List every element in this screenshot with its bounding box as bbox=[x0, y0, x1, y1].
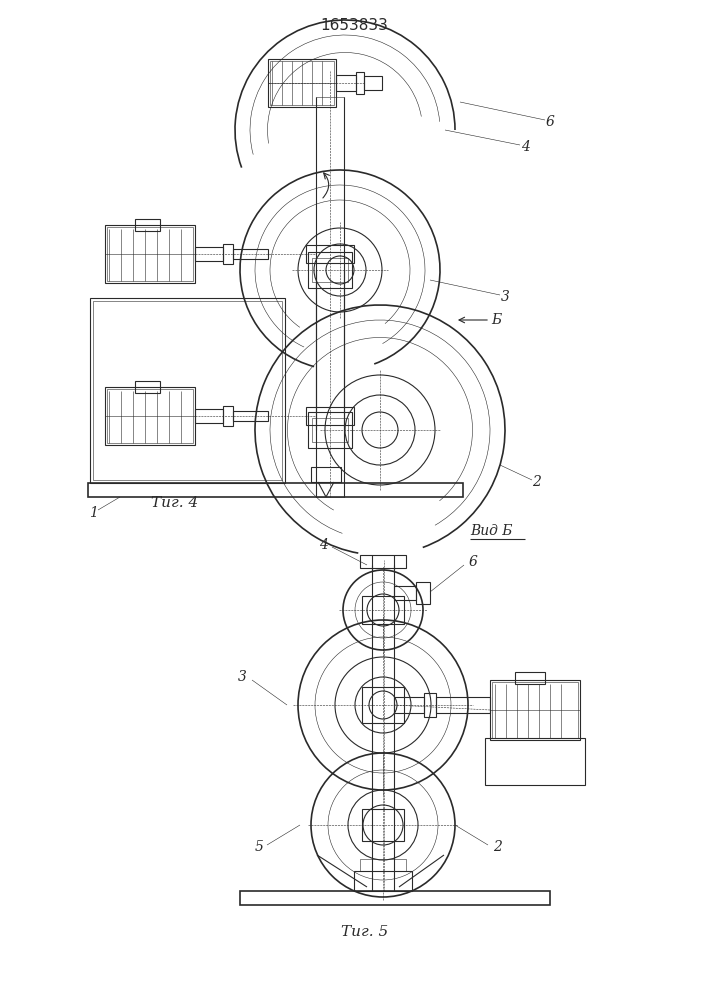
Bar bbox=[492, 682, 578, 738]
Text: 3: 3 bbox=[238, 670, 247, 684]
Bar bbox=[223, 406, 233, 426]
Bar bbox=[135, 381, 160, 393]
Bar bbox=[360, 555, 406, 568]
Bar bbox=[312, 418, 348, 442]
Text: 4: 4 bbox=[520, 140, 530, 154]
Bar bbox=[240, 891, 550, 905]
Bar bbox=[268, 59, 336, 107]
Bar bbox=[356, 72, 364, 94]
Bar bbox=[88, 483, 463, 497]
Bar bbox=[312, 258, 348, 282]
Bar bbox=[223, 244, 233, 264]
Text: 6: 6 bbox=[469, 555, 478, 569]
Text: Б: Б bbox=[491, 313, 501, 327]
Bar bbox=[354, 871, 412, 891]
Bar bbox=[93, 301, 282, 480]
Bar bbox=[424, 693, 436, 717]
Bar bbox=[394, 586, 416, 600]
Bar bbox=[485, 738, 585, 785]
Bar bbox=[105, 225, 195, 283]
Bar bbox=[362, 687, 404, 723]
Bar bbox=[308, 412, 352, 448]
Text: 1653833: 1653833 bbox=[320, 17, 388, 32]
Bar bbox=[107, 389, 193, 443]
Text: 1: 1 bbox=[88, 506, 98, 520]
Bar bbox=[436, 697, 490, 713]
Text: 3: 3 bbox=[501, 290, 510, 304]
Bar bbox=[364, 76, 382, 90]
Bar bbox=[233, 249, 268, 259]
Bar bbox=[394, 697, 424, 713]
Bar bbox=[306, 245, 354, 263]
Text: 5: 5 bbox=[255, 840, 264, 854]
Bar bbox=[311, 467, 341, 482]
Text: Τиг. 4: Τиг. 4 bbox=[151, 496, 199, 510]
Bar bbox=[362, 809, 404, 841]
Bar bbox=[105, 387, 195, 445]
Text: Τиг. 5: Τиг. 5 bbox=[341, 925, 389, 939]
Bar bbox=[195, 247, 223, 261]
Bar bbox=[490, 680, 580, 740]
Bar bbox=[515, 672, 545, 684]
Bar bbox=[107, 227, 193, 281]
Bar bbox=[308, 252, 352, 288]
Text: Вид Б: Вид Б bbox=[470, 524, 513, 538]
Bar bbox=[270, 61, 334, 105]
Bar bbox=[336, 75, 356, 91]
Bar bbox=[90, 298, 285, 483]
Text: 6: 6 bbox=[546, 115, 554, 129]
Bar bbox=[316, 97, 344, 497]
Bar bbox=[306, 407, 354, 425]
Text: 2: 2 bbox=[493, 840, 502, 854]
Text: 2: 2 bbox=[532, 475, 542, 489]
Bar bbox=[135, 219, 160, 231]
Bar bbox=[233, 411, 268, 421]
Text: 4: 4 bbox=[319, 538, 328, 552]
Bar bbox=[362, 596, 404, 624]
Bar bbox=[195, 409, 223, 423]
Bar bbox=[416, 582, 430, 604]
Bar bbox=[360, 859, 406, 871]
